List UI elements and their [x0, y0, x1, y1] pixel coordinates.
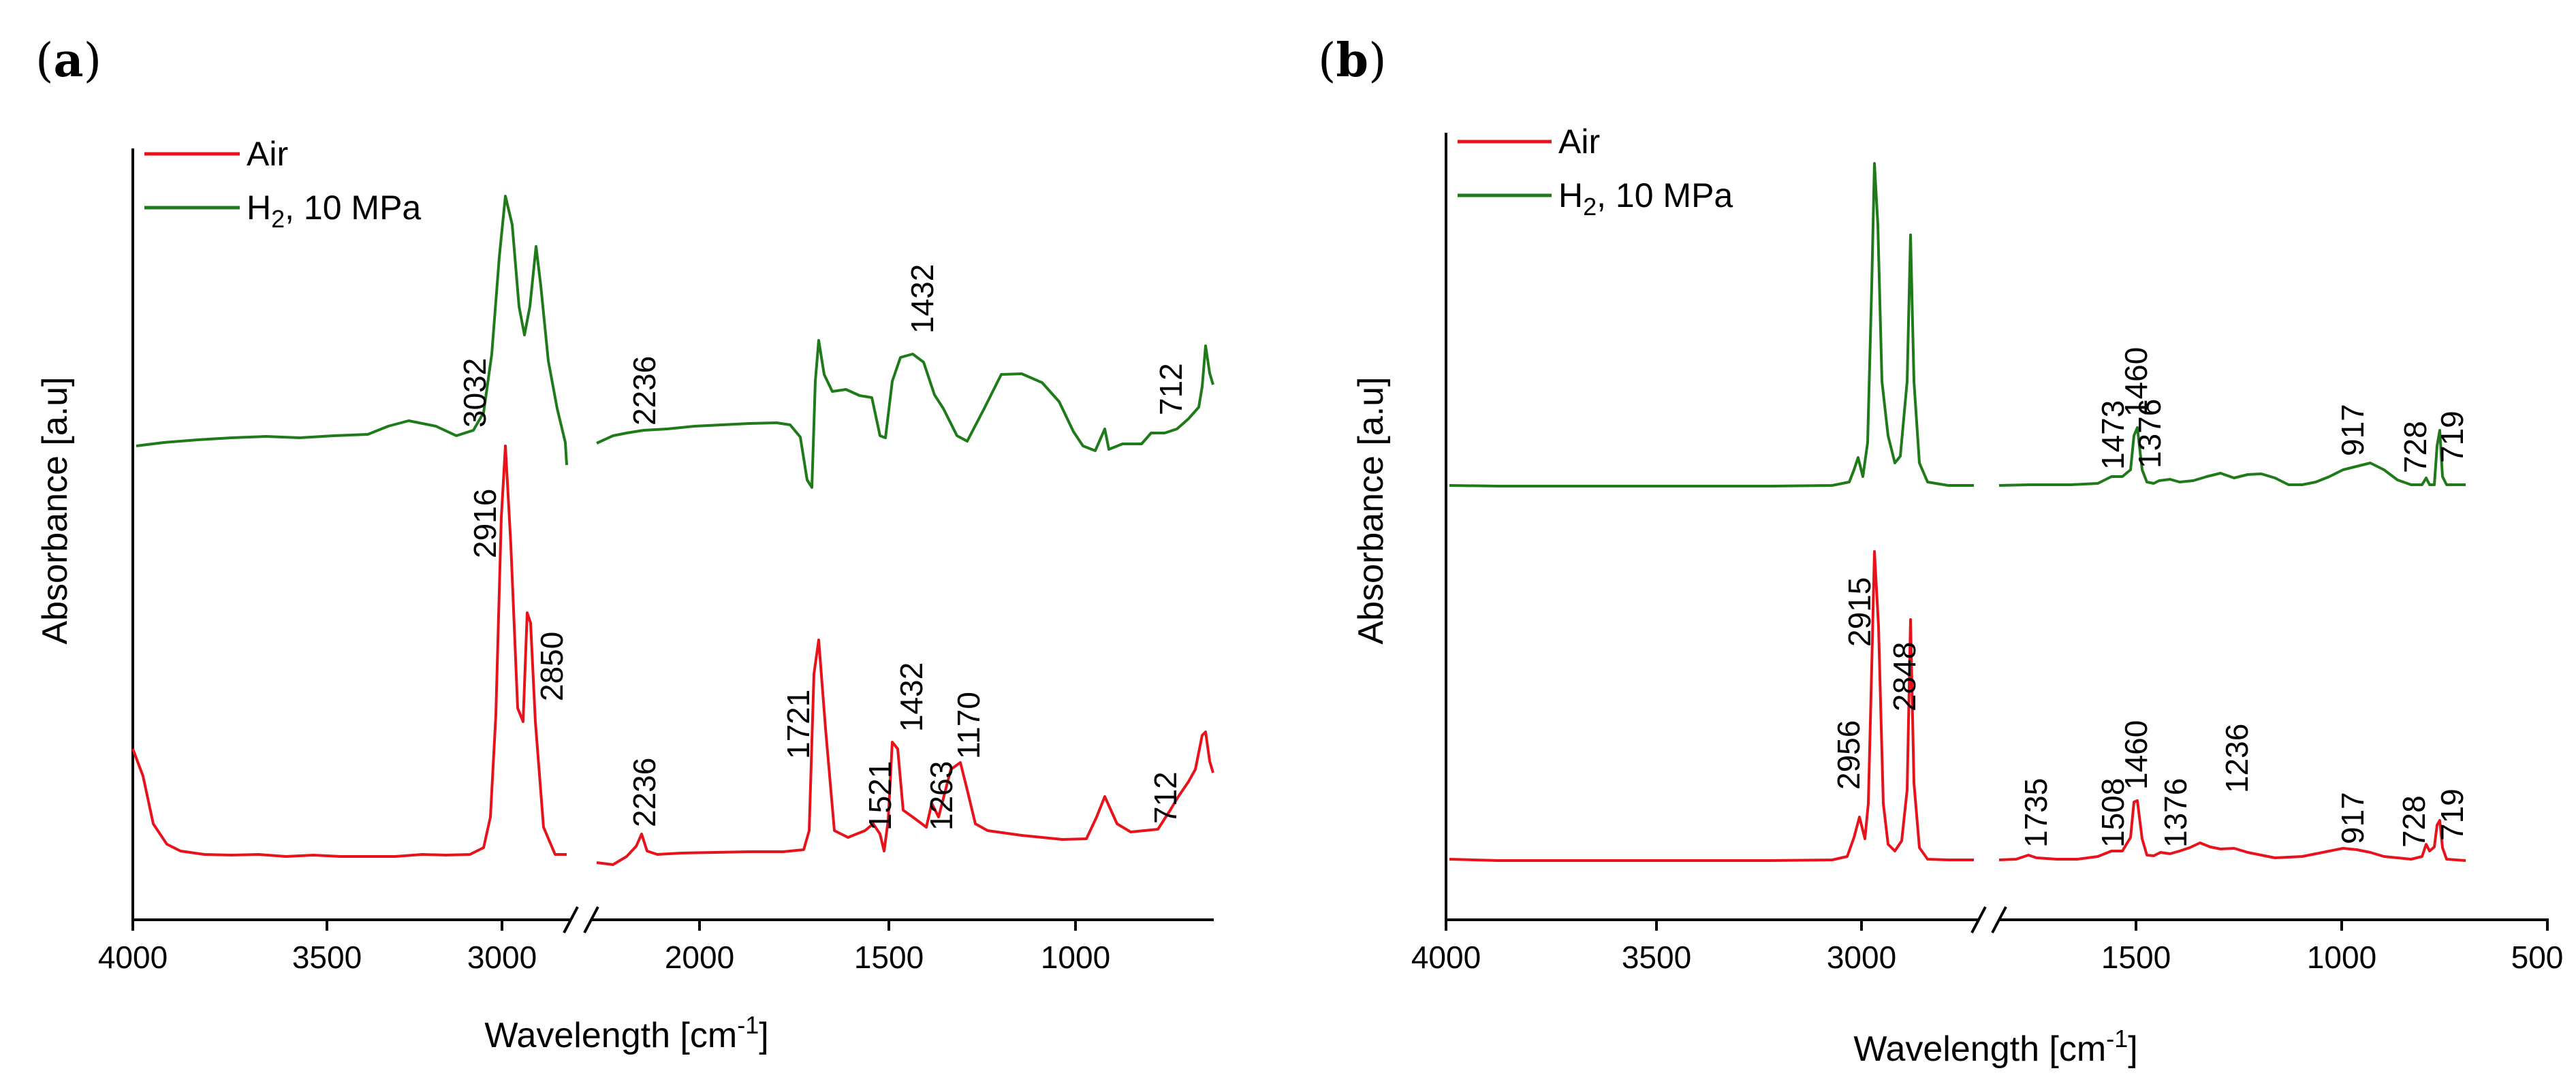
panel-b-x-ticks — [1445, 920, 2549, 931]
panel-b-label: (b) — [1318, 33, 1387, 88]
panel-b-x-axis-label: Wavelength [cm-1] — [1853, 1025, 2137, 1069]
peak-label: 1432 — [905, 264, 940, 334]
peak-label: 1376 — [2158, 778, 2193, 848]
panel-a-letter: a — [54, 33, 84, 88]
peak-label: 2850 — [534, 632, 569, 701]
peak-label: 1521 — [862, 761, 898, 831]
peak-label: 1473 — [2095, 400, 2131, 470]
peak-label: 1460 — [2118, 720, 2154, 790]
legend-label-air: Air — [1558, 123, 1600, 161]
peak-label: 3032 — [457, 358, 492, 428]
x-tick-label: 1000 — [2307, 940, 2376, 975]
x-tick-label: 3500 — [1622, 940, 1691, 975]
panel-a-series-air — [596, 639, 1214, 866]
peak-label: 719 — [2434, 411, 2470, 463]
panel-a-series-h2 — [596, 339, 1214, 489]
peak-label: 2915 — [1842, 577, 1877, 647]
legend-label-h2: H2, 10 MPa — [1558, 176, 1733, 221]
panel-b-series-h2 — [1998, 426, 2466, 487]
peak-label: 728 — [2396, 795, 2432, 848]
panel-b-x-tick-labels: 4000 3500 3000 1500 1000 500 — [1411, 940, 2564, 975]
panel-b-axis-break — [1970, 906, 2007, 933]
peak-label: 1721 — [781, 690, 816, 759]
panel-a-series-h2 — [136, 195, 568, 466]
peak-label: 2956 — [1831, 720, 1866, 790]
x-tick-label: 4000 — [98, 940, 168, 975]
legend-label-h2: H2, 10 MPa — [247, 189, 421, 233]
peak-label: 1236 — [2219, 724, 2255, 793]
peak-label: 728 — [2398, 421, 2433, 473]
peak-label: 1170 — [951, 692, 986, 759]
panel-b-series-air — [1449, 550, 1974, 862]
peak-label: 2236 — [627, 356, 662, 426]
peak-label: 1376 — [2132, 399, 2167, 468]
panel-a-legend: Air H2, 10 MPa — [144, 135, 421, 233]
peak-label: 712 — [1148, 771, 1183, 824]
panel-a-label: (a) — [35, 33, 101, 88]
peak-label: 1432 — [894, 662, 929, 732]
peak-label: 712 — [1153, 363, 1189, 415]
panel-a-x-tick-labels: 4000 3500 3000 2000 1500 1000 — [98, 940, 1110, 975]
peak-label: 2236 — [627, 758, 662, 827]
peak-label: 1460 — [2118, 347, 2154, 417]
panel-b-legend: Air H2, 10 MPa — [1458, 123, 1733, 221]
x-tick-label: 1000 — [1041, 940, 1110, 975]
panel-a-axis-break — [563, 906, 599, 933]
panel-b-series-h2 — [1449, 162, 1974, 487]
x-tick-label: 3500 — [292, 940, 362, 975]
x-tick-label: 4000 — [1411, 940, 1481, 975]
x-tick-label: 1500 — [2101, 940, 2171, 975]
peak-label: 719 — [2434, 788, 2470, 841]
panel-b-y-axis-label: Absorbance [a.u] — [1351, 376, 1391, 644]
x-tick-label: 2000 — [665, 940, 734, 975]
panel-b-series-air — [1998, 799, 2466, 862]
x-tick-label: 1500 — [854, 940, 924, 975]
peak-label: 2848 — [1887, 642, 1922, 711]
peak-label: 2916 — [467, 489, 503, 558]
panel-b-peak-labels: 1473 1460 1376 917 728 719 2956 2915 284… — [1831, 347, 2470, 848]
x-tick-label: 500 — [2511, 940, 2564, 975]
legend-label-air: Air — [247, 135, 288, 173]
x-tick-label: 3000 — [467, 940, 537, 975]
panel-a-series-air — [131, 445, 567, 858]
panel-b-letter: b — [1336, 33, 1369, 88]
panel-a-peak-labels: 3032 2236 1432 712 2916 2850 2236 1721 1… — [457, 264, 1189, 831]
peak-label: 1735 — [2018, 778, 2054, 848]
peak-label: 1263 — [924, 761, 959, 831]
panel-a-x-axis-label: Wavelength [cm-1] — [484, 1011, 768, 1055]
peak-label: 917 — [2335, 792, 2370, 844]
panel-a: (a) 4000 3500 3000 2000 1500 1000 Wavele… — [35, 33, 1214, 1055]
x-tick-label: 3000 — [1827, 940, 1896, 975]
peak-label: 917 — [2335, 404, 2370, 456]
peak-label: 1508 — [2095, 778, 2131, 848]
panel-b: (b) 4000 3500 3000 1500 1000 500 Wavelen… — [1318, 33, 2563, 1069]
panel-a-y-axis-label: Absorbance [a.u] — [35, 376, 75, 644]
panel-a-x-ticks — [131, 920, 1077, 931]
